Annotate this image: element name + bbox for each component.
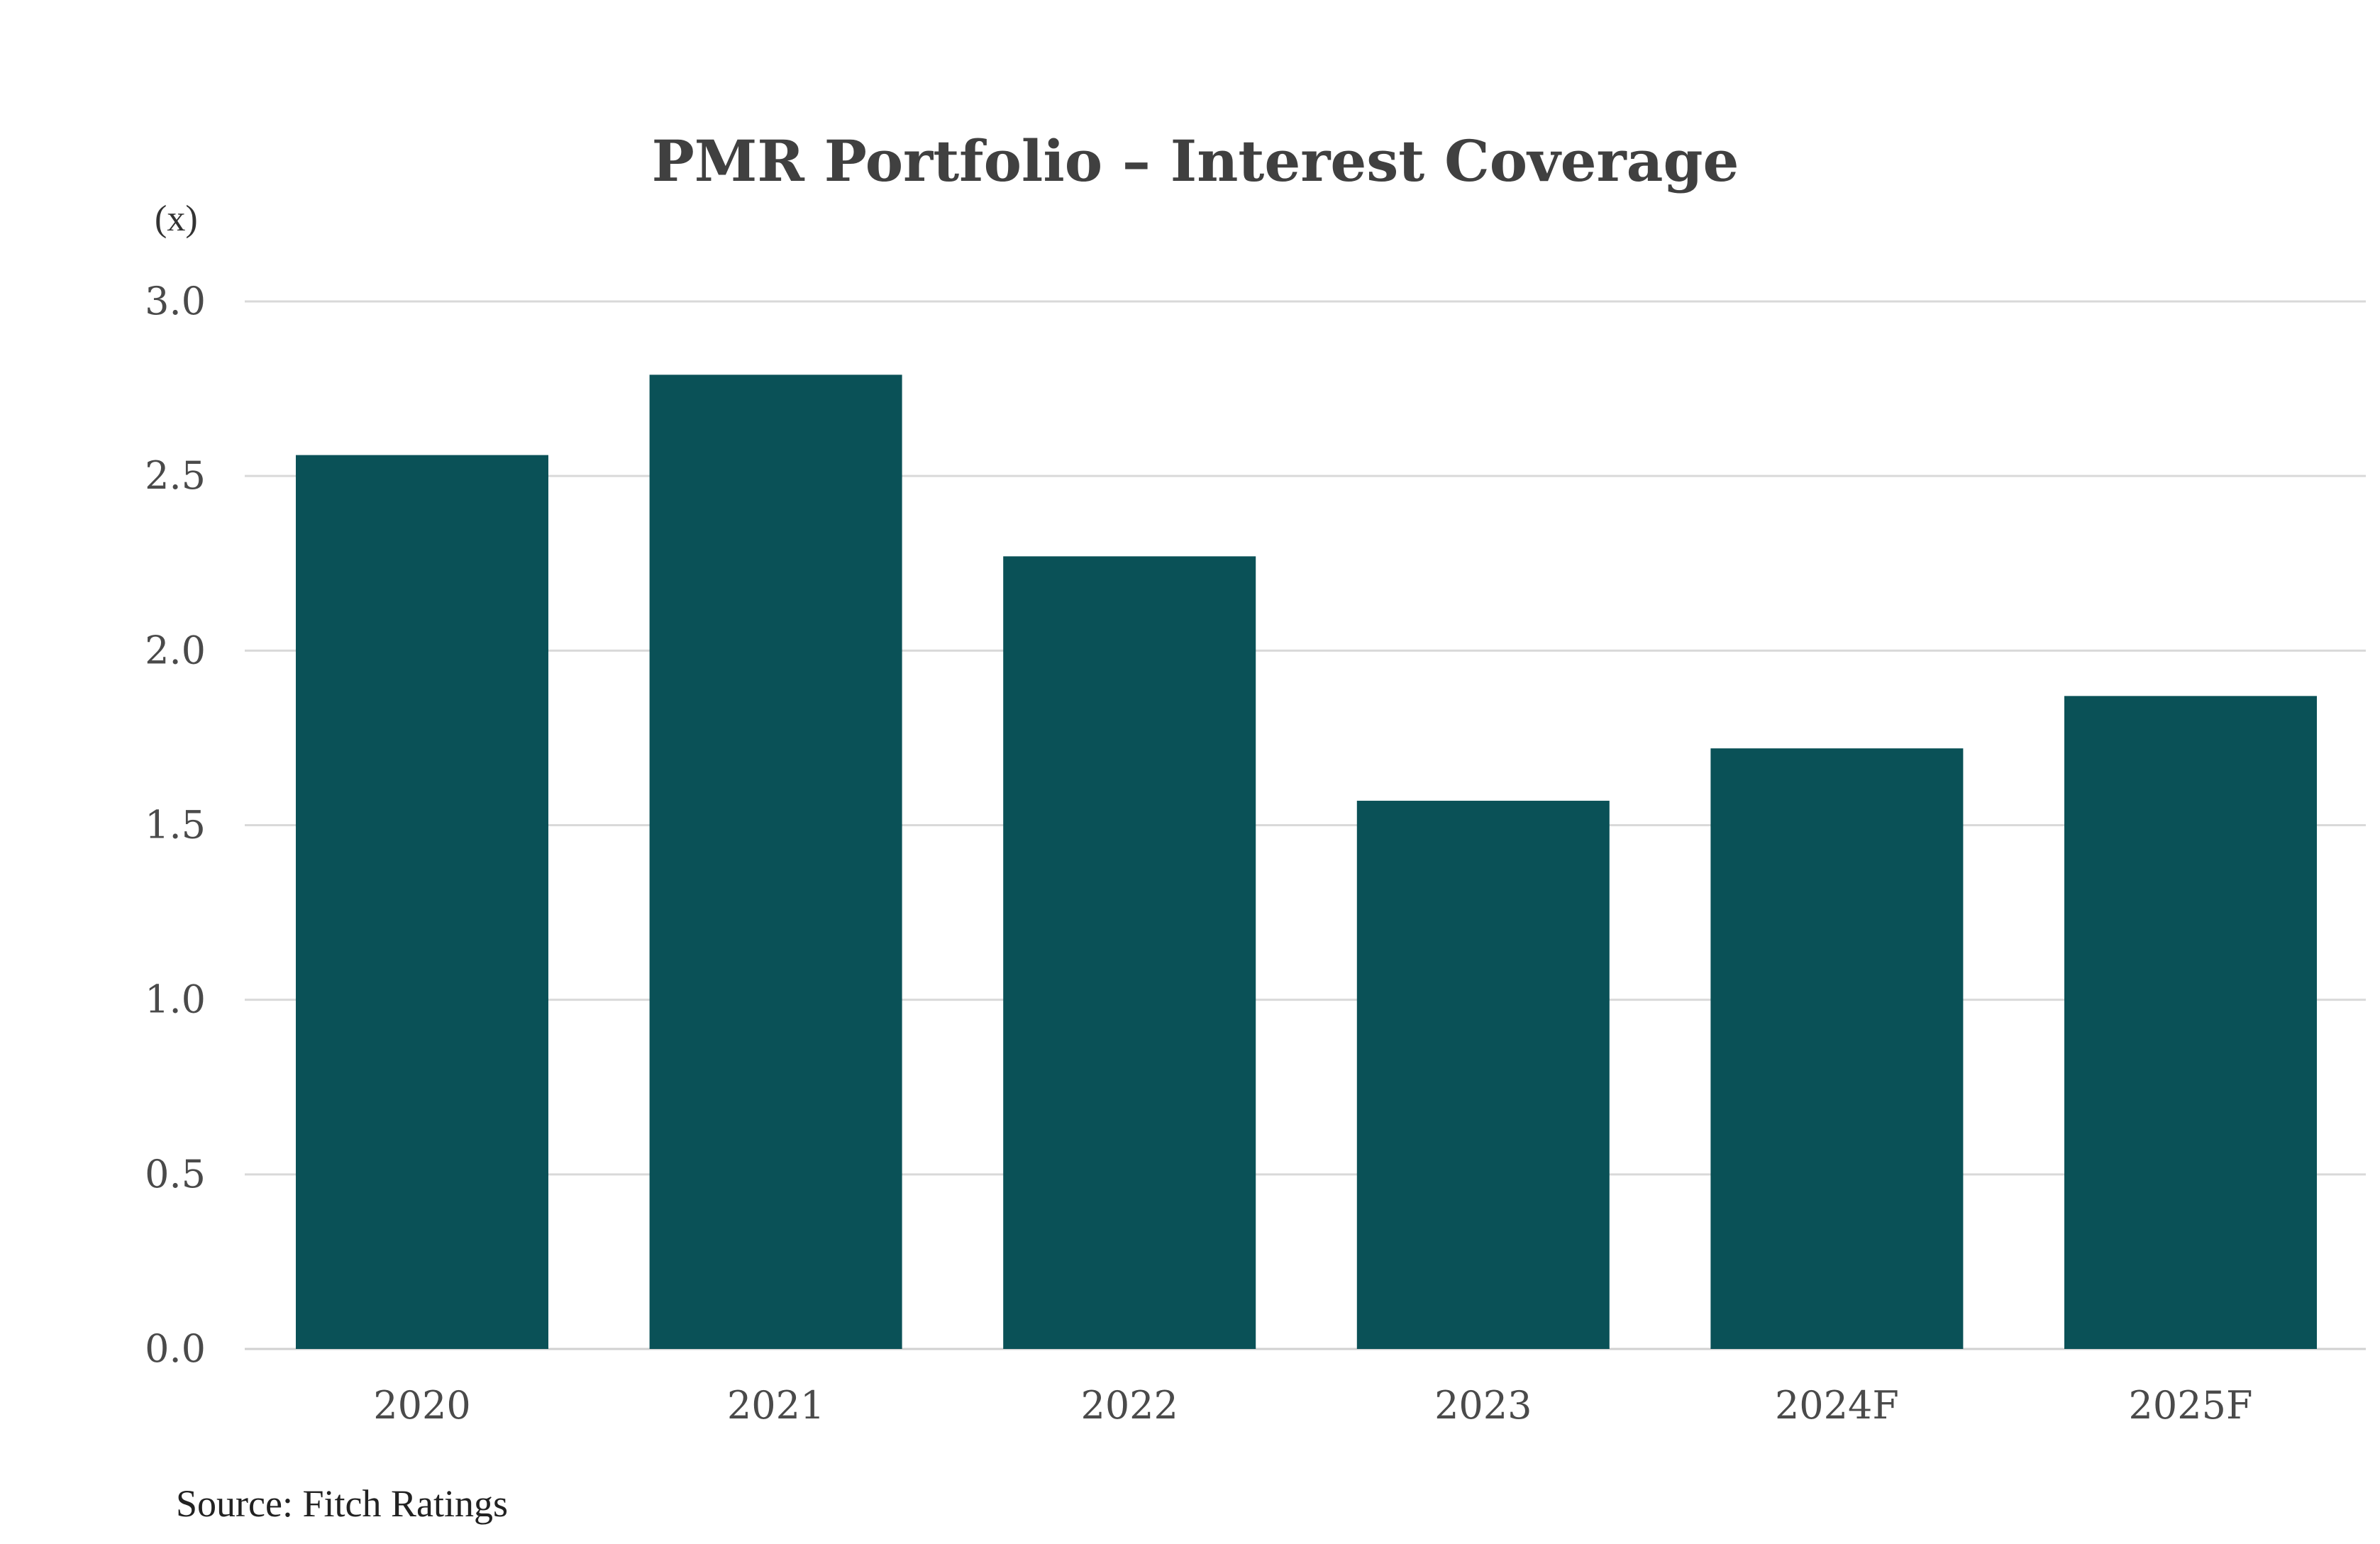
source-note: Source: Fitch Ratings — [176, 1482, 508, 1525]
x-axis-ticks: 2020 2021 2022 2023 2024F 2025F — [373, 1383, 2252, 1428]
x-tick-label: 2020 — [373, 1383, 470, 1428]
x-tick-label: 2023 — [1434, 1383, 1532, 1428]
y-tick-label: 0.0 — [145, 1326, 206, 1371]
x-tick-label: 2025F — [2129, 1383, 2253, 1428]
bar-2022 — [1003, 556, 1256, 1349]
y-tick-label: 2.0 — [145, 628, 206, 672]
y-tick-label: 1.5 — [145, 803, 206, 848]
bar-2024f — [1710, 748, 1964, 1349]
bars — [296, 374, 2317, 1349]
bar-2021 — [649, 374, 902, 1349]
x-tick-label: 2022 — [1080, 1383, 1178, 1428]
x-tick-label: 2024F — [1775, 1383, 1899, 1428]
bar-2025f — [2064, 696, 2317, 1349]
bar-2023 — [1356, 801, 1610, 1349]
y-tick-label: 0.5 — [145, 1152, 206, 1196]
bar-2020 — [296, 455, 548, 1349]
y-tick-label: 2.5 — [145, 453, 206, 498]
y-axis-unit-label: (x) — [155, 199, 198, 239]
y-tick-label: 1.0 — [145, 977, 206, 1022]
chart-title: PMR Portfolio – Interest Coverage — [652, 128, 1739, 194]
y-tick-label: 3.0 — [145, 279, 206, 323]
y-axis-ticks: 0.0 0.5 1.0 1.5 2.0 2.5 3.0 — [145, 279, 206, 1371]
gridlines — [245, 300, 2366, 1350]
x-tick-label: 2021 — [727, 1383, 824, 1428]
